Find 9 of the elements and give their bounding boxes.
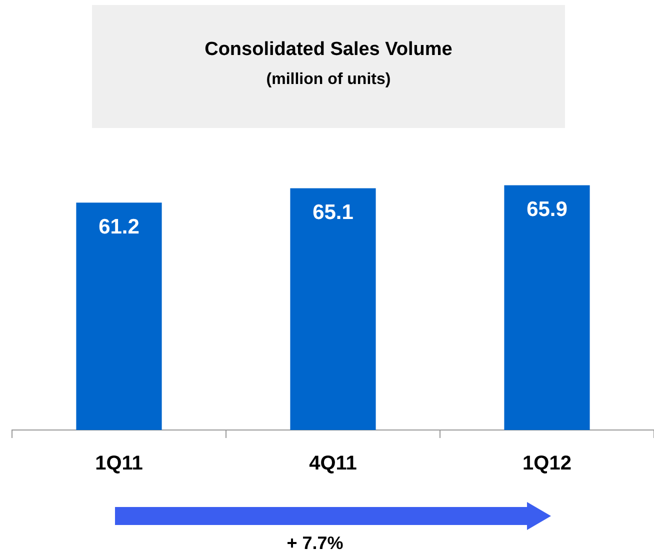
x-tick-label: 4Q11 — [309, 452, 357, 475]
text: + 7.7% — [286, 533, 344, 554]
chart-title: Consolidated Sales Volume — [204, 39, 454, 61]
x-tick-label: 1Q11 — [95, 452, 143, 475]
data-label: 65.9 — [526, 198, 568, 222]
data-label: 65.1 — [312, 200, 354, 224]
data-label: 61.2 — [98, 215, 140, 238]
x-tick-label: 1Q12 — [522, 452, 572, 475]
chart-subtitle: (million of units) — [265, 71, 392, 89]
